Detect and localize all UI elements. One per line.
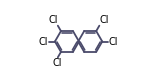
Text: Cl: Cl xyxy=(53,58,62,68)
Text: Cl: Cl xyxy=(100,15,109,25)
Text: Cl: Cl xyxy=(48,15,58,25)
Text: Cl: Cl xyxy=(109,37,118,46)
Text: Cl: Cl xyxy=(39,37,48,46)
